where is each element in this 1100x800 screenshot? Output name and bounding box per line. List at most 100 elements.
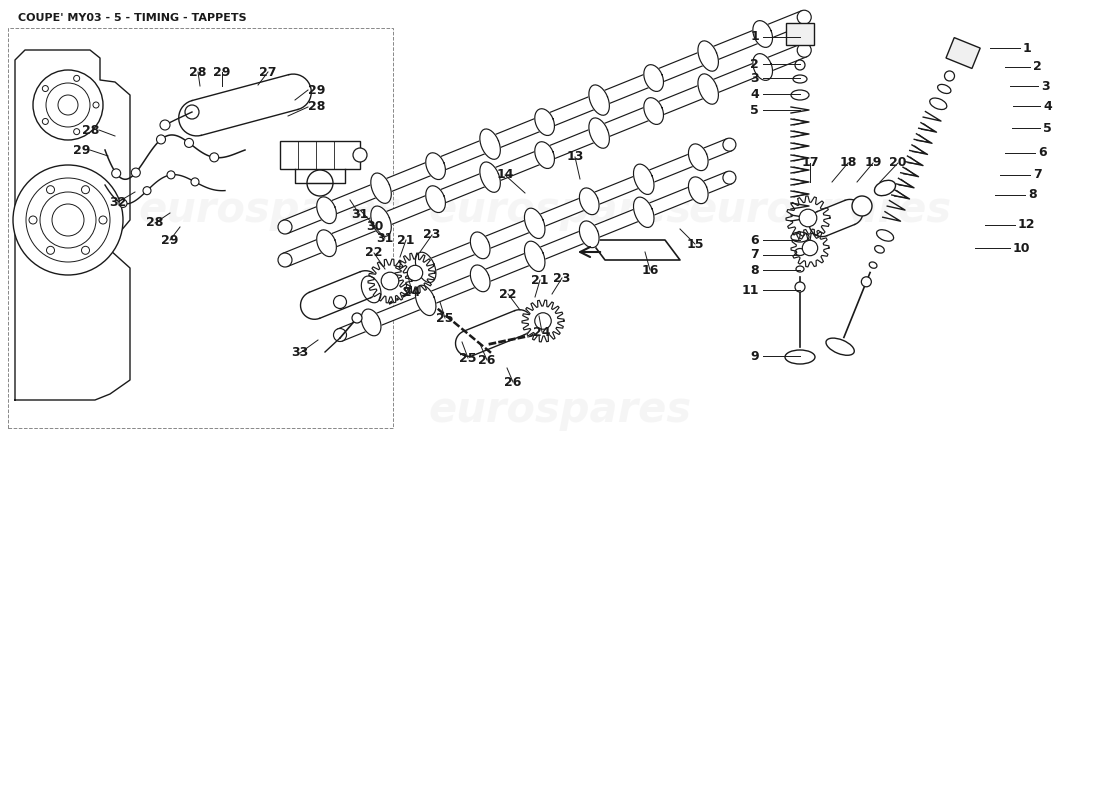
Circle shape bbox=[210, 153, 219, 162]
Text: 25: 25 bbox=[460, 351, 476, 365]
Text: 8: 8 bbox=[1028, 189, 1036, 202]
Text: 22: 22 bbox=[365, 246, 383, 259]
Ellipse shape bbox=[795, 249, 805, 255]
Polygon shape bbox=[463, 310, 525, 355]
Polygon shape bbox=[471, 232, 490, 258]
Polygon shape bbox=[697, 74, 718, 104]
Polygon shape bbox=[522, 300, 564, 342]
Polygon shape bbox=[817, 200, 855, 236]
Text: eurospares: eurospares bbox=[139, 189, 402, 231]
Circle shape bbox=[852, 196, 872, 216]
Circle shape bbox=[800, 210, 817, 227]
Circle shape bbox=[99, 216, 107, 224]
Circle shape bbox=[81, 246, 89, 254]
Circle shape bbox=[112, 169, 121, 178]
Polygon shape bbox=[15, 50, 130, 400]
Text: eurospares: eurospares bbox=[428, 189, 692, 231]
Text: 31: 31 bbox=[376, 231, 394, 245]
Text: 30: 30 bbox=[366, 219, 384, 233]
Circle shape bbox=[798, 43, 811, 58]
Text: 28: 28 bbox=[308, 101, 326, 114]
Polygon shape bbox=[426, 153, 446, 179]
Text: 26: 26 bbox=[504, 375, 521, 389]
Polygon shape bbox=[786, 196, 830, 240]
Text: 18: 18 bbox=[839, 157, 857, 170]
Polygon shape bbox=[368, 259, 412, 303]
Circle shape bbox=[119, 199, 126, 207]
Bar bbox=[280, 141, 360, 169]
Ellipse shape bbox=[793, 75, 807, 83]
Text: 1: 1 bbox=[750, 30, 759, 43]
Text: 28: 28 bbox=[81, 123, 99, 137]
Text: COUPE' MY03 - 5 - TIMING - TAPPETS: COUPE' MY03 - 5 - TIMING - TAPPETS bbox=[18, 13, 246, 23]
Polygon shape bbox=[283, 44, 806, 266]
Circle shape bbox=[58, 95, 78, 115]
Polygon shape bbox=[480, 129, 501, 159]
Circle shape bbox=[723, 171, 736, 184]
Polygon shape bbox=[634, 164, 654, 194]
Text: 3: 3 bbox=[1041, 79, 1049, 93]
Polygon shape bbox=[317, 197, 337, 223]
Circle shape bbox=[46, 246, 55, 254]
Text: 4: 4 bbox=[750, 87, 759, 101]
Circle shape bbox=[29, 216, 37, 224]
Circle shape bbox=[42, 86, 48, 91]
Text: 7: 7 bbox=[1033, 169, 1042, 182]
Ellipse shape bbox=[877, 230, 893, 241]
Polygon shape bbox=[309, 272, 371, 318]
Ellipse shape bbox=[791, 232, 808, 242]
Ellipse shape bbox=[785, 350, 815, 364]
Circle shape bbox=[333, 295, 346, 309]
Circle shape bbox=[795, 60, 805, 70]
Text: 25: 25 bbox=[437, 311, 453, 325]
Text: 28: 28 bbox=[189, 66, 207, 78]
Text: 1: 1 bbox=[1023, 42, 1032, 54]
Circle shape bbox=[861, 277, 871, 286]
Text: 29: 29 bbox=[162, 234, 178, 246]
Ellipse shape bbox=[937, 84, 950, 94]
Text: 21: 21 bbox=[397, 234, 415, 246]
Circle shape bbox=[74, 129, 79, 134]
Text: 24: 24 bbox=[534, 326, 551, 338]
Text: 10: 10 bbox=[1013, 242, 1031, 254]
Bar bbox=[786, 23, 814, 45]
Ellipse shape bbox=[796, 266, 804, 272]
Circle shape bbox=[13, 165, 123, 275]
Polygon shape bbox=[338, 138, 732, 308]
Circle shape bbox=[945, 71, 955, 81]
Polygon shape bbox=[644, 98, 663, 125]
Circle shape bbox=[131, 168, 141, 177]
Circle shape bbox=[191, 178, 199, 186]
Ellipse shape bbox=[874, 180, 895, 196]
Circle shape bbox=[723, 138, 736, 151]
Text: 29: 29 bbox=[73, 143, 90, 157]
Circle shape bbox=[46, 186, 55, 194]
Circle shape bbox=[382, 272, 399, 290]
Text: 29: 29 bbox=[213, 66, 231, 78]
Circle shape bbox=[26, 178, 110, 262]
Polygon shape bbox=[588, 85, 609, 115]
Ellipse shape bbox=[791, 90, 808, 100]
Text: 5: 5 bbox=[750, 103, 759, 117]
Text: 11: 11 bbox=[741, 283, 759, 297]
Polygon shape bbox=[471, 265, 490, 292]
Text: 5: 5 bbox=[1043, 122, 1052, 134]
Ellipse shape bbox=[826, 338, 855, 355]
Circle shape bbox=[185, 138, 194, 147]
Polygon shape bbox=[361, 309, 381, 336]
Polygon shape bbox=[283, 10, 806, 234]
Text: 27: 27 bbox=[260, 66, 277, 78]
Text: 3: 3 bbox=[750, 71, 759, 85]
Polygon shape bbox=[697, 41, 718, 71]
Polygon shape bbox=[338, 172, 732, 341]
Circle shape bbox=[798, 10, 811, 24]
Text: 15: 15 bbox=[686, 238, 704, 250]
Circle shape bbox=[307, 170, 333, 196]
Text: 12: 12 bbox=[1018, 218, 1035, 231]
Ellipse shape bbox=[930, 98, 947, 110]
Circle shape bbox=[143, 186, 151, 194]
Text: 29: 29 bbox=[308, 83, 326, 97]
Circle shape bbox=[795, 282, 805, 292]
Circle shape bbox=[535, 313, 551, 330]
Text: 32: 32 bbox=[109, 195, 126, 209]
